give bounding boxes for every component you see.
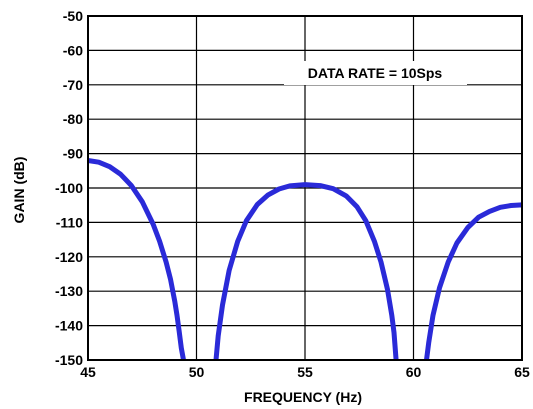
y-axis-title: GAIN (dB) xyxy=(11,157,27,224)
y-tick-label-6: -110 xyxy=(56,214,83,230)
series-line-2 xyxy=(424,202,523,361)
plot-frame xyxy=(87,15,523,361)
data-rate-annotation: DATA RATE = 10Sps xyxy=(308,65,443,81)
series-line-0 xyxy=(87,158,186,361)
x-tick-label-3: 60 xyxy=(406,364,422,380)
series-layer xyxy=(87,158,523,361)
y-tick-label-4: -90 xyxy=(63,146,83,162)
x-tick-label-4: 65 xyxy=(514,364,530,380)
x-tick-label-1: 50 xyxy=(189,364,205,380)
y-tick-label-10: -150 xyxy=(55,352,83,368)
y-tick-label-9: -140 xyxy=(55,318,83,334)
y-tick-label-0: -50 xyxy=(63,8,83,24)
y-tick-label-1: -60 xyxy=(63,42,83,58)
series-line-1 xyxy=(213,182,399,361)
y-tick-labels: -50 -60 -70 -80 -90 -100 -110 -120 -130 -140 -150 xyxy=(55,8,83,368)
x-tick-labels: 45 50 55 60 65 xyxy=(80,364,530,380)
y-tick-label-2: -70 xyxy=(63,77,83,93)
y-tick-label-5: -100 xyxy=(55,180,83,196)
annotation-background xyxy=(284,61,467,85)
y-tick-label-3: -80 xyxy=(63,111,83,127)
x-tick-label-2: 55 xyxy=(297,364,313,380)
y-tick-label-8: -130 xyxy=(55,283,83,299)
y-tick-label-7: -120 xyxy=(55,249,83,265)
x-tick-label-0: 45 xyxy=(80,364,96,380)
x-axis-title: FREQUENCY (Hz) xyxy=(244,389,362,405)
